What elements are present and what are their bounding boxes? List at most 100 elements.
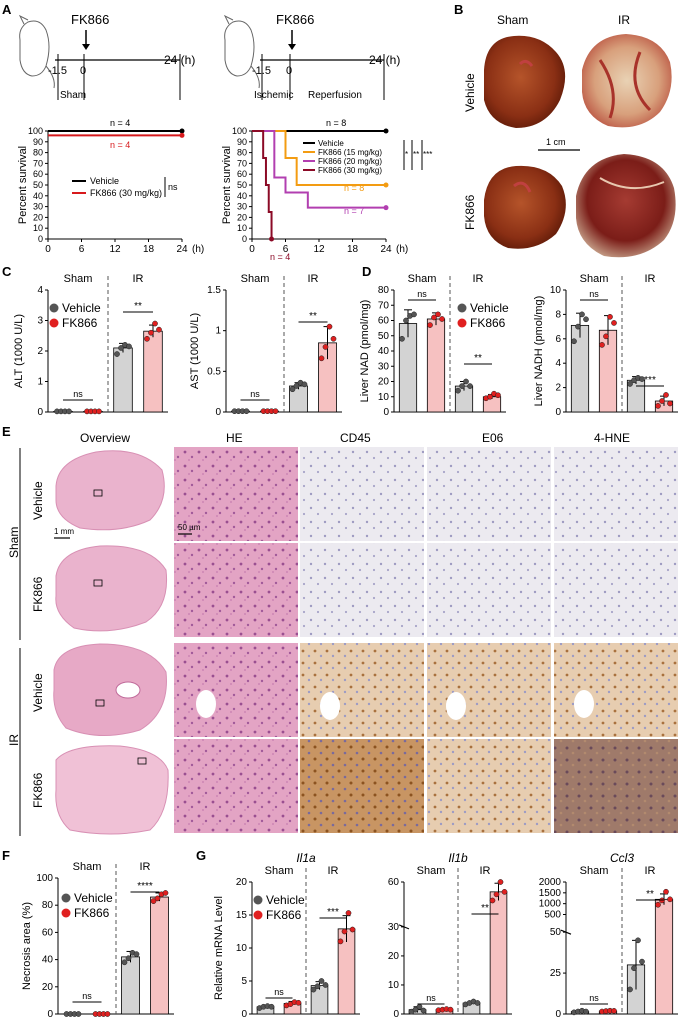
y-tick-label: 30 [388, 922, 400, 933]
legend-label: Vehicle [62, 301, 101, 315]
overview-ir-vehicle [53, 643, 167, 737]
series-end-marker [383, 205, 389, 211]
n-label: n = 4 [110, 140, 130, 150]
y-tick-label: 80 [33, 148, 43, 158]
mouse-icon [18, 14, 55, 89]
panel-label-b: B [454, 2, 463, 17]
histology-grid: Overview HE CD45 E06 4-HNE Sham IR Vehic… [7, 431, 678, 836]
legend-label: Vehicle [266, 893, 305, 907]
x-tick-label: 18 [347, 244, 359, 255]
panel-label-g: G [196, 848, 206, 863]
chart-title: Ccl3 [610, 851, 634, 865]
overview-sham-vehicle: 1 mm [54, 450, 165, 539]
data-point [293, 383, 300, 389]
y-tick-label: 20 [378, 377, 390, 388]
data-point [431, 314, 437, 321]
data-point [75, 1011, 82, 1017]
e-scale-micro: 50 µm [178, 523, 201, 532]
legend-label: FK866 (30 mg/kg) [90, 188, 162, 198]
n-label: n = 4 [110, 118, 130, 128]
y-tick-label: 20 [42, 982, 54, 993]
y-axis-label: Liver NAD (pmol/mg) [359, 300, 371, 403]
b-row-vehicle: Vehicle [463, 73, 477, 112]
data-point [318, 355, 325, 362]
y-tick-label: 0.5 [207, 366, 221, 377]
sig-label: ** [481, 903, 489, 914]
data-point [575, 323, 581, 330]
data-point [571, 338, 577, 345]
y-tick-label: 70 [33, 158, 43, 168]
group-label-sham: Sham [73, 861, 102, 873]
y-tick-label: 6 [555, 334, 561, 345]
y-tick-label: 50 [33, 180, 43, 190]
y-tick-label: 60 [42, 927, 54, 938]
y-tick-label: 1000 [539, 899, 562, 910]
data-point [447, 1006, 454, 1013]
data-point [611, 320, 617, 326]
group-label-ir: IR [133, 273, 144, 285]
b-col-sham: Sham [497, 13, 528, 27]
data-point [295, 999, 302, 1006]
y-tick-label: 0 [47, 1009, 53, 1020]
group-label-ir: IR [140, 861, 151, 873]
data-point [603, 333, 609, 340]
chart-title: Il1a [296, 851, 316, 865]
legend-label: Vehicle [470, 301, 509, 315]
e-col-e06: E06 [482, 431, 504, 445]
sig-label: ns [274, 987, 284, 997]
data-point [403, 317, 409, 324]
y-tick-label: 10 [378, 392, 390, 403]
hne-sham-fk866 [554, 543, 678, 637]
b-scale: 1 cm [546, 137, 566, 147]
data-point [148, 329, 154, 336]
data-point [126, 343, 132, 350]
data-point [341, 928, 348, 935]
liver-ir-vehicle [582, 34, 672, 128]
x-tick-label: 24 [176, 244, 188, 255]
sig-label: ns [426, 993, 436, 1003]
data-point [272, 408, 279, 415]
liver-photos: Sham IR Vehicle FK866 1 cm [463, 13, 676, 258]
data-point [420, 1007, 427, 1014]
legend-label: FK866 [266, 908, 302, 922]
y-tick-label: 90 [33, 137, 43, 147]
sig-label: ** [309, 311, 317, 322]
y-axis-label: Liver NADH (pmol/mg) [533, 296, 545, 407]
sig-label: *** [644, 375, 656, 386]
y-tick-label: 4 [555, 358, 561, 369]
y-tick-label: 80 [42, 900, 54, 911]
sig-label: ns [589, 993, 599, 1003]
data-point [487, 393, 493, 400]
data-point [243, 408, 250, 415]
data-point [133, 951, 140, 958]
n-label: n = 7 [344, 206, 364, 216]
hne-ir-fk866 [554, 739, 678, 833]
legend-label: FK866 [62, 316, 98, 330]
y-tick-label: 10 [550, 285, 562, 296]
data-point [337, 938, 344, 945]
group-label-sham: Sham [265, 865, 294, 877]
y-tick-label: 60 [388, 877, 400, 888]
panel-label-e: E [2, 424, 11, 439]
y-tick-label: 30 [33, 202, 43, 212]
data-point [125, 955, 132, 962]
timeline-left-tminus: -1.5 [48, 65, 67, 77]
y-tick-label: 10 [237, 223, 247, 233]
data-point [631, 965, 637, 972]
panel-label-c: C [2, 264, 12, 279]
y-tick-label: 40 [42, 955, 54, 966]
data-point [289, 386, 296, 393]
data-point [495, 392, 501, 399]
y-tick-label: 50 [378, 331, 390, 342]
sig-label: * [405, 150, 408, 159]
cd45-ir-fk866 [300, 739, 424, 833]
x-tick-label: 12 [109, 244, 121, 255]
timeline-left: FK866 -1.5 0 24 (h) Sham [18, 12, 195, 101]
series-end-marker [383, 182, 389, 188]
bar [654, 898, 674, 1015]
legend-marker [253, 895, 263, 905]
e-row-ir-fk866: FK866 [31, 772, 45, 808]
nad-chart: 0 10 20 30 40 50 60 70 80 Liver NAD (pmol/mg) Sham… [359, 273, 509, 418]
